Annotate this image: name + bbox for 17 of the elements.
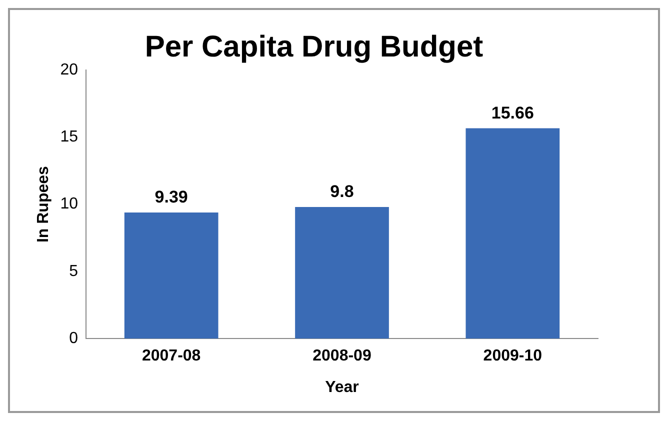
- bar: [124, 212, 218, 339]
- x-axis-title: Year: [325, 378, 359, 396]
- x-tick-label: 2008-09: [312, 348, 372, 365]
- data-label: 15.66: [491, 103, 534, 122]
- data-label: 9.39: [154, 188, 188, 207]
- bar: [466, 128, 560, 339]
- y-tick-label: 15: [60, 128, 78, 146]
- data-label: 9.8: [330, 182, 354, 202]
- y-tick-label: 20: [60, 61, 78, 78]
- y-tick-label: 5: [69, 262, 78, 280]
- chart-title: Per Capita Drug Budget: [144, 30, 484, 64]
- x-tick-label: 2007-08: [142, 348, 201, 365]
- y-axis-title: In Rupees: [35, 166, 52, 243]
- x-tick-label: 2009-10: [483, 348, 542, 365]
- y-tick-label: 0: [69, 330, 78, 348]
- y-tick-label: 10: [60, 196, 78, 213]
- bar: [295, 206, 389, 339]
